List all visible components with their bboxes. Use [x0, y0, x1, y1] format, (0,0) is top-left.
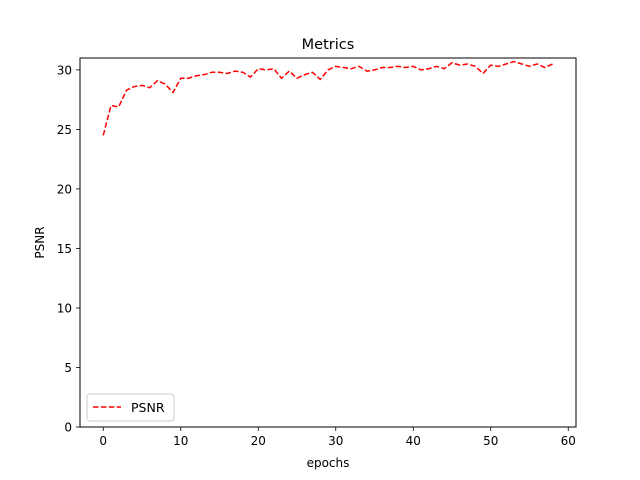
chart-title: Metrics: [302, 37, 355, 53]
series-layer: [102, 60, 554, 136]
legend-label-psnr: PSNR: [131, 400, 165, 415]
y-tick-label: 0: [64, 421, 72, 435]
legend: PSNR: [86, 393, 175, 422]
y-tick-label: 10: [57, 301, 72, 315]
x-tick-label: 60: [561, 434, 576, 448]
x-tick-label: 10: [173, 434, 188, 448]
x-tick-label: 0: [99, 434, 107, 448]
y-axis-ticks: 0 5 10 15 20 25 30: [57, 63, 80, 435]
y-axis-label: PSNR: [33, 226, 47, 258]
y-tick-label: 25: [57, 123, 72, 137]
x-axis-ticks: 0 10 20 30 40 50 60: [99, 427, 576, 448]
y-tick-label: 5: [64, 361, 72, 375]
series-line-psnr: [102, 60, 554, 136]
y-tick-label: 30: [57, 63, 72, 77]
axes-frame: [79, 57, 577, 428]
y-tick-label: 15: [57, 242, 72, 256]
x-axis-label: epochs: [307, 456, 350, 470]
x-tick-label: 50: [483, 434, 498, 448]
legend-box: [86, 393, 175, 422]
x-tick-label: 30: [328, 434, 343, 448]
y-tick-label: 20: [57, 182, 72, 196]
x-tick-label: 40: [406, 434, 421, 448]
x-tick-label: 20: [251, 434, 266, 448]
